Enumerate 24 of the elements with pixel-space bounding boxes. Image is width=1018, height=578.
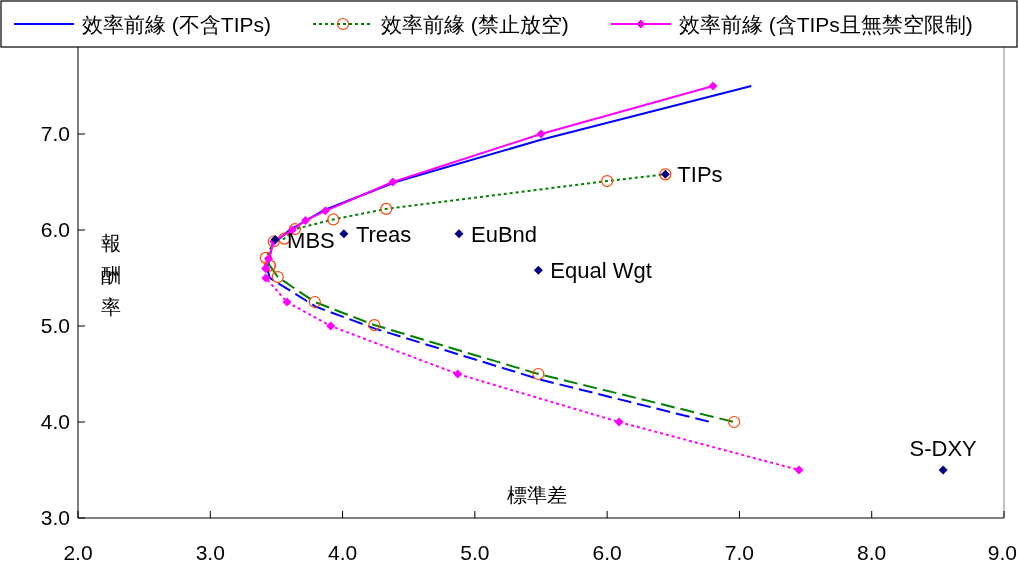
- x-tick-label: 4.0: [327, 541, 358, 564]
- x-axis-title: 標準差: [507, 484, 567, 506]
- annotation: EuBnd: [470, 221, 538, 247]
- y-tick-label: 4.0: [40, 410, 70, 433]
- y-tick-label: 5.0: [40, 314, 70, 337]
- annotation: TIPs: [677, 162, 723, 188]
- legend-label: 效率前緣 (禁止放空): [381, 13, 569, 36]
- legend-label: 效率前緣 (含TIPs且無禁空限制): [678, 13, 973, 36]
- y-tick-label: 3.0: [40, 506, 70, 529]
- annotation: MBS: [287, 227, 335, 253]
- x-tick-label: 3.0: [195, 541, 225, 564]
- annotation: Equal Wgt: [550, 258, 652, 284]
- y-tick-label: 6.0: [40, 218, 70, 241]
- legend-label: 效率前緣 (不含TIPs): [82, 13, 271, 36]
- annotation: S-DXY: [909, 436, 978, 461]
- x-tick-label: 9.0: [987, 541, 1017, 564]
- y-tick-label: 7.0: [40, 122, 70, 145]
- x-tick-label: 6.0: [592, 541, 622, 564]
- annotation: Treas: [355, 221, 412, 247]
- x-tick-label: 7.0: [724, 541, 755, 564]
- x-tick-label: 8.0: [857, 541, 887, 564]
- x-tick-label: 2.0: [63, 541, 93, 564]
- y-axis-title: 報酬率: [101, 232, 121, 318]
- x-tick-label: 5.0: [460, 541, 490, 564]
